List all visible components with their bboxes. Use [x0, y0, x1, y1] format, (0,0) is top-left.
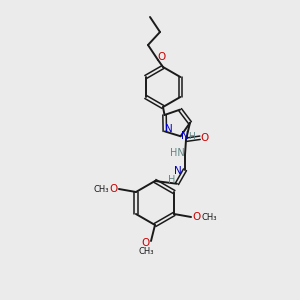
Text: N: N	[174, 166, 182, 176]
Text: O: O	[142, 238, 150, 248]
Text: O: O	[201, 133, 209, 143]
Text: O: O	[158, 52, 166, 62]
Text: CH₃: CH₃	[138, 247, 154, 256]
Text: CH₃: CH₃	[93, 184, 109, 194]
Text: N: N	[181, 131, 188, 141]
Text: N: N	[165, 124, 173, 134]
Text: O: O	[192, 212, 200, 222]
Text: CH₃: CH₃	[201, 212, 217, 221]
Text: H: H	[168, 175, 176, 185]
Text: HN: HN	[169, 148, 184, 158]
Text: O: O	[110, 184, 118, 194]
Text: H: H	[188, 132, 195, 141]
